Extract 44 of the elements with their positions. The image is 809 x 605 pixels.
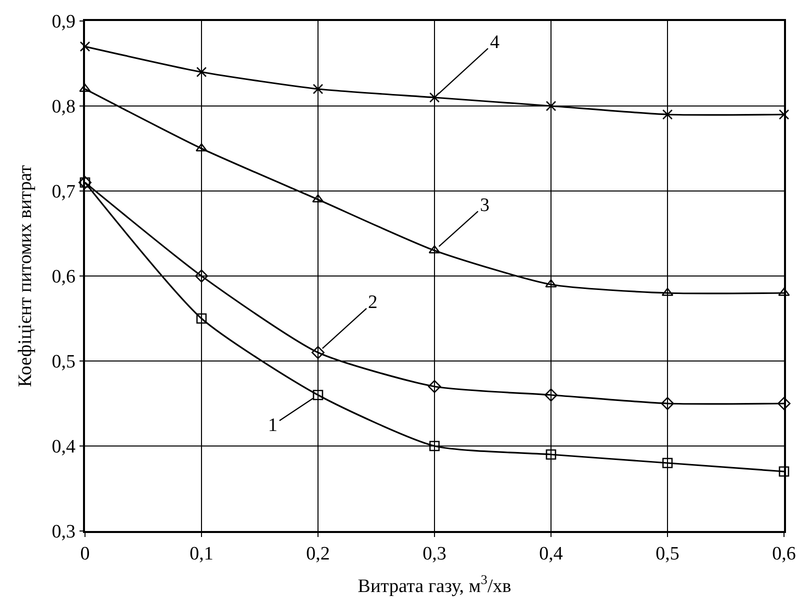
point bbox=[196, 66, 207, 78]
point bbox=[778, 397, 790, 410]
point bbox=[79, 84, 91, 92]
point bbox=[662, 458, 673, 468]
x-axis-title: Витрата газу, м$^{3}$/хв bbox=[358, 572, 512, 597]
y-tick-label: 0,7 bbox=[52, 182, 76, 203]
y-tick-label: 0,4 bbox=[52, 436, 76, 458]
point bbox=[312, 84, 324, 94]
x-tick-label: 0,1 bbox=[190, 544, 214, 565]
text: 2 bbox=[368, 292, 378, 313]
point bbox=[662, 288, 674, 296]
point bbox=[312, 390, 324, 400]
y-tick-label: 0,8 bbox=[52, 96, 76, 118]
x-tick-label: 0,3 bbox=[422, 544, 446, 565]
point bbox=[662, 109, 673, 120]
y-tick-label: 0,9 bbox=[52, 12, 76, 33]
point bbox=[312, 346, 324, 359]
text: 3 bbox=[480, 195, 490, 216]
x-tick-label: 0,4 bbox=[539, 544, 564, 565]
x-tick-label: 0 bbox=[80, 544, 90, 565]
point bbox=[546, 100, 556, 112]
point bbox=[545, 279, 557, 288]
point bbox=[778, 288, 790, 296]
x-tick-label: 0,6 bbox=[772, 544, 796, 565]
point bbox=[778, 466, 790, 477]
point bbox=[546, 449, 556, 460]
series-label: 1 bbox=[268, 415, 278, 436]
y-tick-label: 0,5 bbox=[52, 352, 76, 373]
point bbox=[429, 92, 440, 103]
point bbox=[428, 380, 441, 393]
point bbox=[195, 270, 208, 282]
y-tick-label: 0,3 bbox=[52, 522, 76, 543]
point bbox=[544, 388, 558, 402]
point bbox=[661, 397, 674, 410]
point bbox=[428, 245, 440, 254]
point bbox=[312, 194, 324, 202]
x-tick-label: 0,2 bbox=[306, 544, 330, 565]
point bbox=[196, 313, 207, 324]
y-tick-label: 0,6 bbox=[52, 266, 76, 288]
text: 4 bbox=[490, 32, 500, 53]
x-tick-label: 0,5 bbox=[656, 544, 680, 565]
point bbox=[429, 440, 440, 452]
point bbox=[196, 143, 208, 152]
y-axis-title: Коефіцієнт питомих витрат bbox=[15, 164, 36, 387]
